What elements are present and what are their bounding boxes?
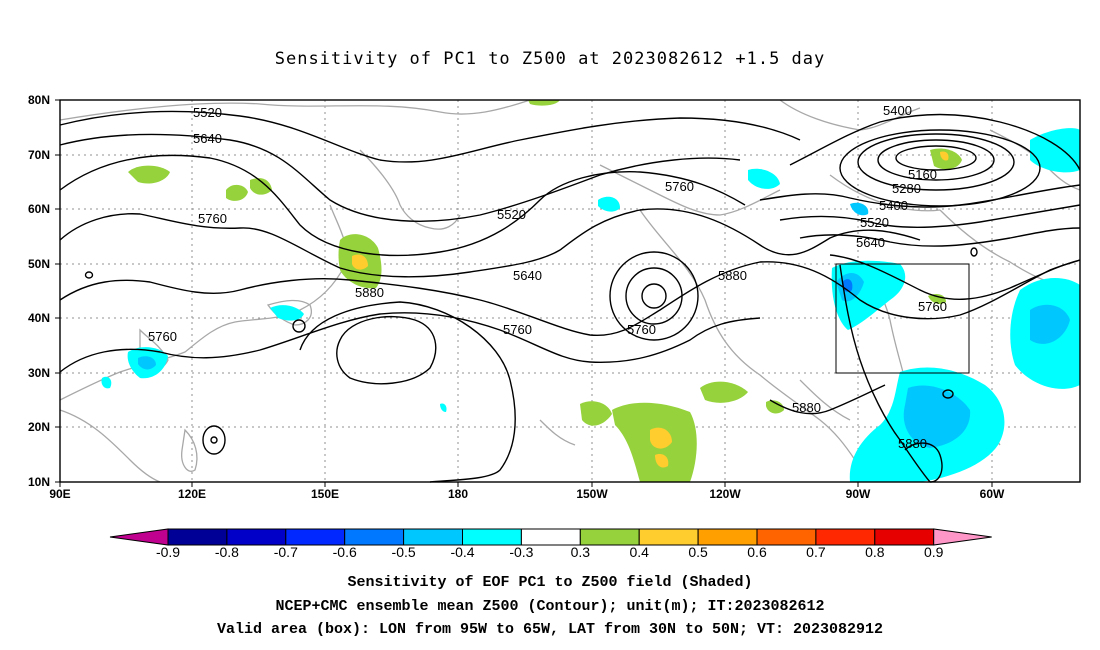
latitude-labels: 80N 70N 60N 50N 40N 30N 20N 10N [28, 93, 50, 489]
colorbar-segment [462, 528, 522, 546]
grid-lines [60, 100, 1080, 482]
contour-label: 5280 [892, 181, 921, 196]
contour-label: 5880 [355, 285, 384, 300]
colorbar-label: 0.5 [688, 544, 708, 560]
sensitivity-shading [101, 100, 1080, 482]
lon-label: 120W [709, 487, 741, 501]
map-title: Sensitivity of PC1 to Z500 at 2023082612… [274, 49, 826, 69]
lon-label: 90W [846, 487, 871, 501]
contour-label: 5880 [718, 268, 747, 283]
lon-label: 90E [49, 487, 70, 501]
colorbar-label: 0.8 [865, 544, 885, 560]
contour-label: 5520 [497, 207, 526, 222]
colorbar-label: 0.9 [924, 544, 944, 560]
colorbar-segment [520, 528, 581, 546]
contour-label: 5760 [148, 329, 177, 344]
lon-label: 60W [980, 487, 1005, 501]
colorbar-segment [697, 528, 758, 546]
contour-label: 5760 [665, 179, 694, 194]
contour-label: 5640 [513, 268, 542, 283]
colorbar: -0.9 -0.8 -0.7 -0.6 -0.5 -0.4 -0.3 0.3 0.4 0.5 0.6… [109, 528, 992, 560]
contour-label: 5760 [503, 322, 532, 337]
z500-contours [59, 110, 1081, 483]
contour-label: 5880 [792, 400, 821, 415]
valid-area-box [835, 263, 970, 374]
contour-label: 5760 [918, 299, 947, 314]
colorbar-label: -0.3 [509, 544, 533, 560]
lat-label: 20N [28, 420, 50, 434]
colorbar-label: -0.5 [392, 544, 416, 560]
lon-label: 180 [448, 487, 468, 501]
colorbar-segment [815, 528, 876, 546]
colorbar-segment [874, 528, 935, 546]
colorbar-label: -0.6 [333, 544, 357, 560]
lat-label: 70N [28, 148, 50, 162]
contour-label: 5760 [198, 211, 227, 226]
lon-label: 120E [178, 487, 206, 501]
axis-ticks [55, 99, 993, 487]
colorbar-label: 0.4 [629, 544, 649, 560]
contour-label: 5880 [898, 436, 927, 451]
colorbar-label: 0.3 [571, 544, 591, 560]
lat-label: 10N [28, 475, 50, 489]
caption-line-2: NCEP+CMC ensemble mean Z500 (Contour); u… [275, 598, 825, 615]
colorbar-segment [344, 528, 405, 546]
contour-label: 5520 [193, 105, 222, 120]
lat-label: 80N [28, 93, 50, 107]
lon-label: 150W [576, 487, 608, 501]
caption-line-1: Sensitivity of EOF PC1 to Z500 field (Sh… [347, 574, 753, 591]
colorbar-segment [756, 528, 817, 546]
colorbar-label: -0.4 [450, 544, 474, 560]
colorbar-segment [226, 528, 287, 546]
colorbar-label: 0.7 [806, 544, 826, 560]
lat-label: 30N [28, 366, 50, 380]
contour-labels: 5520 5640 5760 5520 5760 5640 5880 5760 … [148, 103, 947, 451]
contour-label: 5400 [879, 198, 908, 213]
colorbar-segment [638, 528, 699, 546]
plot-frame [59, 99, 1081, 483]
colorbar-segment [285, 528, 346, 546]
caption-line-3: Valid area (box): LON from 95W to 65W, L… [216, 621, 884, 638]
colorbar-label: -0.7 [274, 544, 298, 560]
contour-label: 5640 [193, 131, 222, 146]
contour-label: 5160 [908, 167, 937, 182]
contour-label: 5400 [883, 103, 912, 118]
colorbar-label: -0.8 [215, 544, 239, 560]
colorbar-segment [167, 528, 228, 546]
colorbar-segment [403, 528, 464, 546]
contour-label: 5520 [860, 215, 889, 230]
colorbar-segment [579, 528, 640, 546]
colorbar-label: 0.6 [747, 544, 767, 560]
longitude-labels: 90E 120E 150E 180 150W 120W 90W 60W [49, 487, 1005, 501]
colorbar-label: -0.9 [156, 544, 180, 560]
colorbar-end-low [109, 528, 169, 546]
lat-label: 60N [28, 202, 50, 216]
lat-label: 50N [28, 257, 50, 271]
lat-label: 40N [28, 311, 50, 325]
contour-label: 5760 [627, 322, 656, 337]
lon-label: 150E [311, 487, 339, 501]
contour-label: 5640 [856, 235, 885, 250]
colorbar-end-high [933, 528, 992, 546]
